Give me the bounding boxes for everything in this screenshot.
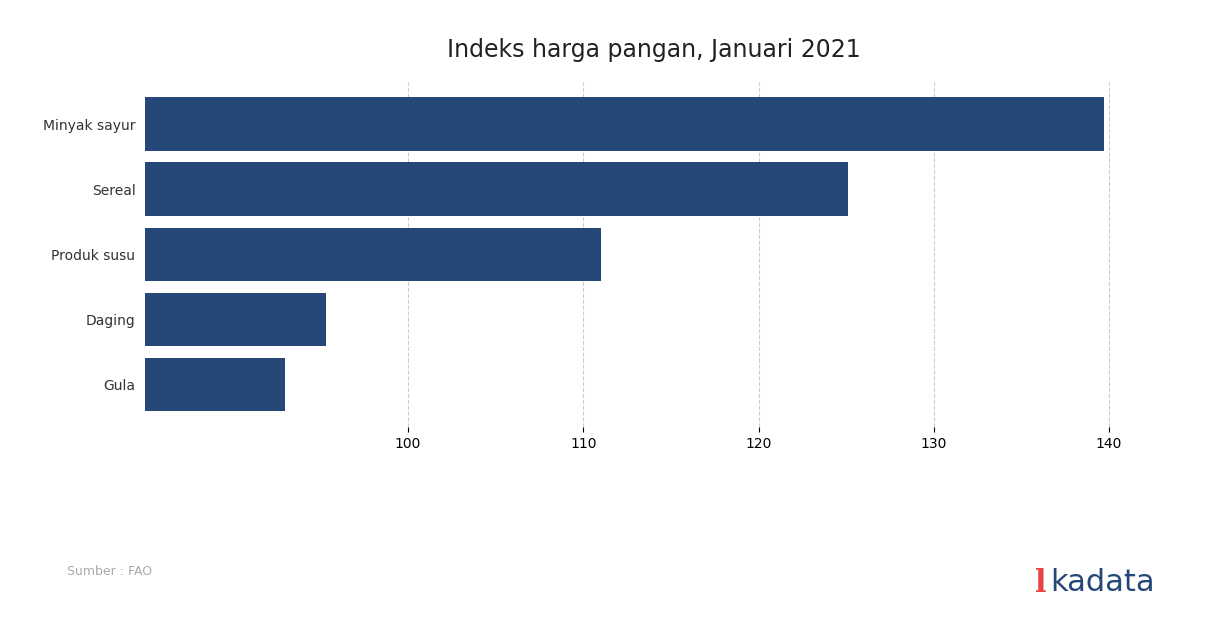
Bar [0,97,1104,151]
Bar [0,163,848,216]
Title: Indeks harga pangan, Januari 2021: Indeks harga pangan, Januari 2021 [446,38,860,62]
Bar [0,227,601,281]
Text: Sumber : FAO: Sumber : FAO [67,565,151,578]
Text: l: l [1035,568,1047,599]
Bar [0,293,325,346]
Bar [0,358,286,411]
Text: kadata: kadata [1050,568,1154,597]
